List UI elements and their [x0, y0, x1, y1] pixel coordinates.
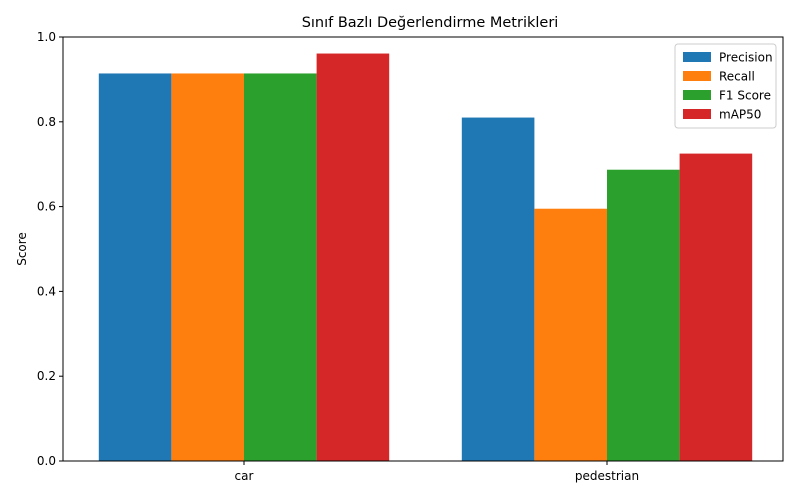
x-axis: car pedestrian [235, 461, 639, 483]
legend-label: Recall [719, 70, 755, 84]
y-tick-label: 0.4 [37, 284, 56, 298]
bar-f1-score-pedestrian [607, 169, 680, 461]
y-axis-label: Score [15, 232, 29, 266]
plot-frame [62, 36, 784, 462]
bar-recall-car [171, 73, 244, 462]
y-tick-label: 0.6 [37, 200, 56, 214]
bar-recall-pedestrian [534, 208, 607, 461]
x-tick-label: car [235, 469, 254, 483]
chart-title: Sınıf Bazlı Değerlendirme Metrikleri [302, 15, 559, 31]
legend-swatch [683, 71, 711, 81]
bars-group [98, 53, 753, 462]
y-tick-label: 0.2 [37, 369, 56, 383]
legend-swatch [683, 109, 711, 119]
legend: Precision Recall F1 Score mAP50 [674, 43, 777, 129]
legend-label: mAP50 [719, 108, 761, 122]
y-tick-label: 0.8 [37, 115, 56, 129]
bar-precision-pedestrian [461, 117, 535, 461]
y-axis: 0.0 0.2 0.4 0.6 0.8 1.0 [37, 30, 63, 468]
legend-swatch [683, 52, 711, 62]
legend-label: F1 Score [719, 89, 771, 103]
bar-map50-car [316, 53, 390, 461]
bar-map50-pedestrian [679, 153, 753, 461]
x-tick-label: pedestrian [575, 469, 639, 483]
bar-precision-car [98, 73, 172, 462]
legend-swatch [683, 90, 711, 100]
legend-box [674, 43, 777, 129]
bar-f1-score-car [244, 73, 317, 462]
y-tick-label: 0.0 [37, 454, 56, 468]
legend-label: Precision [719, 51, 773, 65]
y-tick-label: 1.0 [37, 30, 56, 44]
